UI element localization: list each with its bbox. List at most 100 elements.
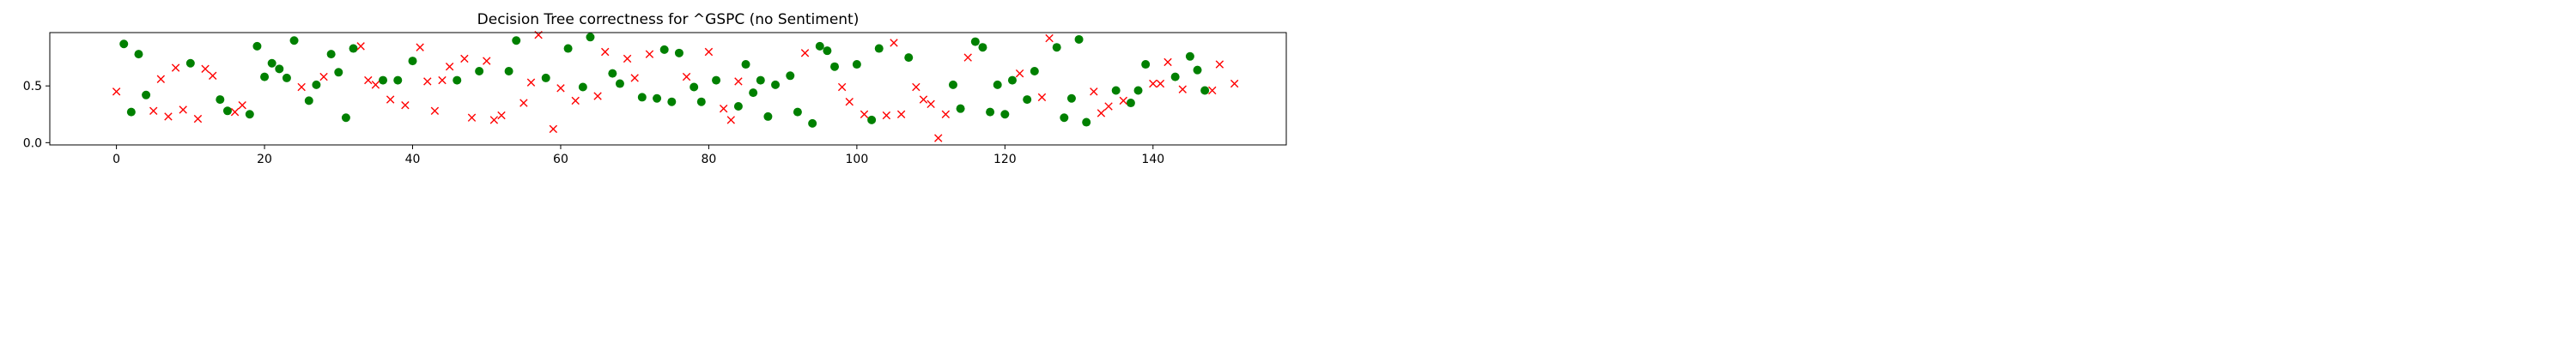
correct-point (815, 41, 824, 51)
correct-point (475, 66, 484, 75)
chart-title: Decision Tree correctness for ^GSPC (no … (477, 11, 860, 28)
correct-point (1030, 66, 1039, 75)
incorrect-point (460, 54, 469, 63)
incorrect-point (860, 110, 869, 118)
correct-point (275, 64, 284, 74)
incorrect-point (297, 82, 306, 92)
incorrect-point (890, 39, 898, 47)
correct-point (756, 75, 765, 85)
incorrect-point (201, 64, 210, 74)
correct-point (393, 75, 403, 85)
correct-point (1082, 117, 1091, 127)
x-tick-label: 20 (257, 153, 272, 166)
correct-point (763, 111, 773, 121)
incorrect-point (356, 42, 365, 51)
correct-point (956, 104, 965, 113)
correct-point (1200, 86, 1210, 95)
correct-point (867, 115, 877, 124)
correct-point (267, 58, 276, 68)
incorrect-point (483, 57, 491, 65)
correct-point (1133, 86, 1143, 95)
incorrect-point (438, 75, 447, 85)
correct-point (245, 110, 254, 119)
correct-point (978, 43, 987, 52)
incorrect-point (1097, 109, 1106, 117)
correct-point (222, 106, 232, 116)
x-tick-label: 40 (405, 153, 421, 166)
correct-point (563, 44, 573, 53)
correct-point (874, 44, 884, 53)
correct-point (690, 82, 699, 92)
correct-point (667, 97, 677, 106)
correct-point (312, 80, 321, 89)
correct-point (334, 68, 343, 77)
incorrect-point (171, 63, 180, 72)
correct-point (304, 96, 313, 105)
incorrect-point (630, 74, 639, 82)
correct-point (586, 33, 595, 42)
incorrect-point (919, 95, 928, 104)
correct-point (289, 36, 299, 45)
y-tick-label: 0.5 (23, 80, 42, 93)
correct-point (970, 37, 980, 46)
correct-point (1141, 60, 1151, 69)
correct-point (119, 39, 129, 49)
incorrect-point (386, 95, 395, 104)
correct-point (326, 50, 336, 59)
correct-point (134, 50, 143, 59)
correct-point (1185, 51, 1194, 61)
correct-point (674, 48, 683, 57)
correct-point (696, 97, 706, 106)
incorrect-point (1037, 93, 1047, 102)
incorrect-point (430, 106, 440, 115)
incorrect-point (467, 113, 477, 122)
x-tick-label: 0 (112, 153, 120, 166)
incorrect-point (1156, 79, 1165, 88)
correct-point (904, 53, 914, 63)
data-marks (112, 30, 1239, 142)
correct-point (1126, 99, 1135, 108)
correct-point (1023, 95, 1032, 105)
incorrect-point (556, 84, 565, 93)
correct-point (1060, 113, 1069, 123)
x-tick-label: 120 (993, 153, 1017, 166)
axes: 0 20 40 60 80 100 120 140 0.0 0.5 (23, 80, 1164, 166)
correct-point (541, 73, 550, 82)
incorrect-point (445, 63, 454, 71)
correct-point (185, 58, 195, 68)
correct-point (1193, 65, 1202, 75)
incorrect-point (371, 81, 380, 89)
incorrect-point (927, 99, 935, 109)
correct-point (260, 72, 270, 81)
correct-point (986, 107, 995, 117)
correct-point (1007, 75, 1017, 85)
incorrect-point (1230, 79, 1239, 88)
incorrect-point (837, 82, 847, 92)
correct-point (771, 80, 781, 89)
incorrect-point (489, 116, 499, 124)
correct-point (504, 66, 513, 75)
correct-point (793, 107, 802, 117)
incorrect-point (149, 106, 158, 115)
incorrect-point (726, 116, 735, 124)
incorrect-point (497, 111, 506, 120)
correct-point (808, 118, 817, 128)
correct-point (1111, 86, 1121, 95)
incorrect-point (1215, 60, 1224, 69)
correct-point (453, 75, 462, 85)
correct-point (948, 80, 957, 89)
correct-point (749, 88, 758, 98)
incorrect-point (571, 96, 580, 105)
incorrect-point (179, 105, 187, 114)
incorrect-point (963, 53, 972, 62)
incorrect-point (416, 43, 424, 51)
incorrect-point (519, 99, 528, 107)
correct-point (216, 95, 225, 105)
correct-point (741, 60, 750, 69)
incorrect-point (845, 98, 854, 106)
incorrect-point (112, 87, 121, 96)
y-tick-label: 0.0 (23, 136, 42, 150)
correct-point (608, 69, 617, 78)
correct-point (653, 93, 662, 103)
correct-point (408, 57, 417, 66)
